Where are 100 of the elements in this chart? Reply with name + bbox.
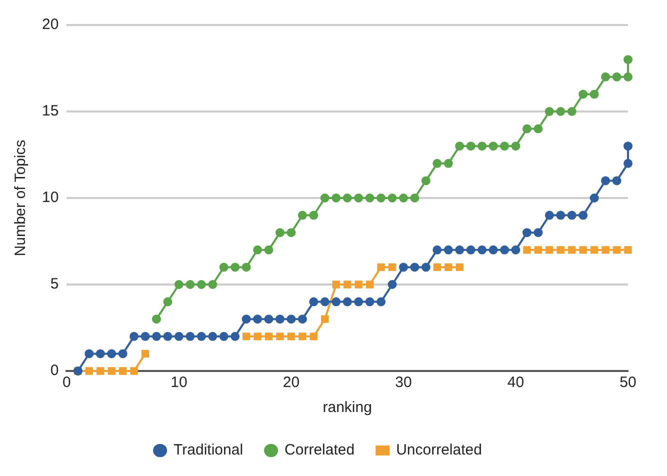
x-tick-label: 0 [62,374,71,392]
y-tick-label: 20 [42,16,59,34]
point [500,245,510,254]
point [602,246,610,254]
point [242,314,251,324]
point [612,72,622,82]
point [253,245,262,254]
point [85,367,93,375]
point [310,332,318,340]
point [275,228,284,238]
x-tick-label: 50 [620,374,636,392]
point [522,228,532,238]
point [254,332,262,340]
point [186,280,195,289]
point [578,90,588,99]
point [466,142,476,151]
point [433,263,441,272]
point [567,107,576,116]
point [478,142,487,151]
point [544,107,554,116]
point [590,194,599,202]
point [624,158,632,168]
point [365,297,374,306]
y-tick-label: 15 [42,102,59,120]
point [624,246,632,254]
x-tick-label: 30 [395,374,412,392]
point [354,297,364,306]
point [354,194,364,202]
point [366,280,374,288]
point [332,297,341,306]
point [534,246,542,254]
x-tick-label: 40 [507,374,524,392]
point [455,245,464,254]
point [242,262,251,272]
point [196,332,206,341]
point [320,194,330,202]
point [511,142,520,151]
point [376,194,386,202]
point [342,297,352,306]
point [332,194,341,202]
point [298,332,306,340]
point [84,349,94,358]
point [342,194,352,202]
point [287,332,296,340]
point [152,332,161,341]
point [421,262,430,272]
point [624,142,632,151]
point [118,349,128,358]
point [556,107,566,116]
point [208,332,218,341]
point [590,90,599,99]
point [298,314,307,324]
point [344,280,352,288]
point [365,194,374,202]
point [320,297,330,306]
point [264,314,274,324]
point [186,332,195,341]
point [230,332,240,341]
y-tick-label: 0 [50,362,59,380]
point [500,142,510,151]
point [624,55,632,64]
point [444,263,452,272]
point [456,263,464,272]
point [152,314,161,324]
point [376,297,386,306]
point [522,124,532,134]
point [286,228,296,238]
y-tick-label: 10 [42,189,59,206]
x-axis-title: ranking [322,399,372,416]
point [242,332,250,340]
point [568,246,576,254]
point [309,297,318,306]
point [488,245,498,254]
point [444,158,453,168]
point [230,262,240,272]
point [590,246,598,254]
point [544,210,554,220]
point [174,332,184,341]
point [612,246,621,254]
point [96,349,105,358]
point [398,262,408,272]
point [421,176,430,186]
point [354,280,362,288]
point [556,210,566,220]
point [432,158,442,168]
point [624,72,632,82]
point [275,314,284,324]
point [321,315,329,323]
point [579,246,587,254]
point [163,297,172,306]
point [196,280,206,289]
legend-label: Correlated [284,442,355,459]
point [253,314,262,324]
point [130,332,139,341]
point [130,367,138,375]
point [567,210,576,220]
x-tick-label: 20 [282,374,300,392]
point [612,176,622,186]
point [410,262,420,272]
point [309,210,318,220]
